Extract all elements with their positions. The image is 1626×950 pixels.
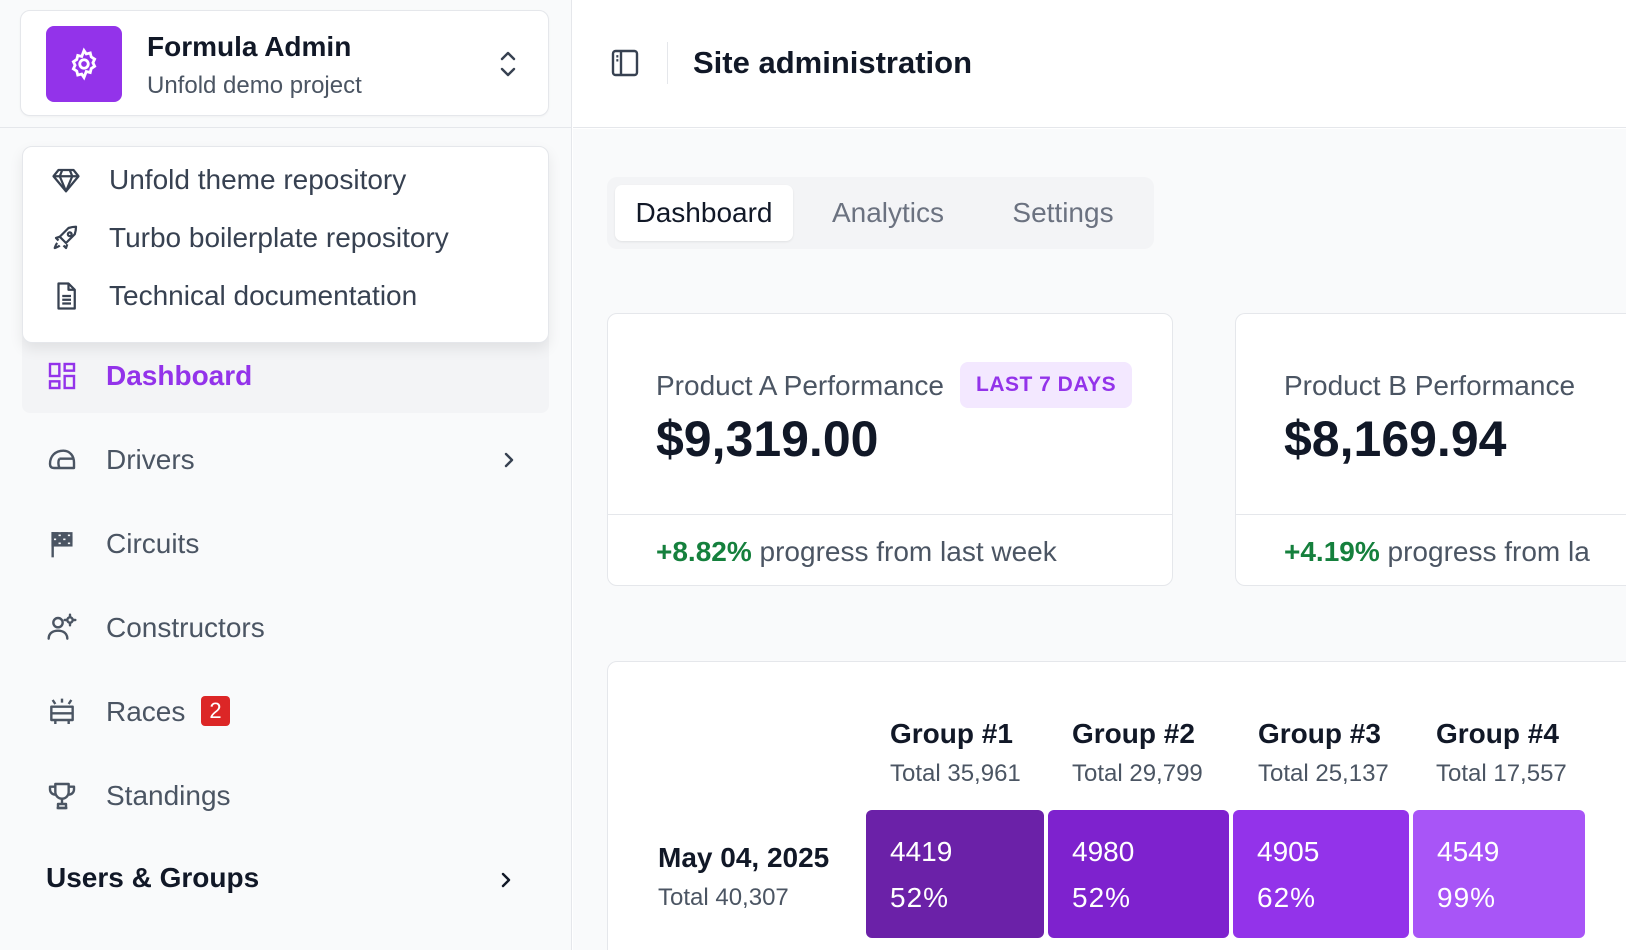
- cohort-cell: 4419 52%: [866, 810, 1044, 938]
- menu-item-label: Turbo boilerplate repository: [109, 222, 449, 253]
- project-dropdown-menu: Unfold theme repository Turbo boilerplat…: [22, 146, 549, 343]
- top-header: Site administration: [573, 0, 1626, 128]
- dashboard-icon: [48, 362, 76, 390]
- card-value: $8,169.94: [1284, 411, 1507, 467]
- change-value: +4.19%: [1284, 536, 1380, 567]
- cell-value: 4549: [1437, 836, 1500, 867]
- sidebar-item-label: Circuits: [106, 528, 200, 559]
- cohort-table: Group #1 Total 35,961 Group #2 Total 29,…: [607, 661, 1626, 950]
- group-total: Total 29,799: [1072, 760, 1203, 787]
- chevron-right-icon[interactable]: [496, 870, 516, 890]
- change-text: progress from la: [1387, 536, 1590, 567]
- group-header: Group #1 Total 35,961: [890, 718, 1021, 788]
- sidebar-item-label: Races 2: [106, 696, 230, 729]
- group-title: Group #2: [1072, 718, 1195, 749]
- cell-value: 4905: [1257, 836, 1320, 867]
- menu-item-label: Technical documentation: [109, 280, 418, 311]
- card-label: Product A Performance: [656, 370, 944, 401]
- sidebar-item-text: Races: [106, 695, 186, 727]
- document-icon: [57, 282, 76, 310]
- sidebar-item-drivers[interactable]: Drivers: [22, 430, 549, 490]
- menu-item-label: Unfold theme repository: [109, 164, 407, 195]
- flag-icon: [51, 532, 73, 558]
- group-total: Total 17,557: [1436, 760, 1567, 787]
- trophy-icon: [48, 782, 76, 810]
- period-badge: LAST 7 DAYS: [960, 362, 1133, 408]
- chevron-right-icon: [504, 452, 514, 468]
- tab-bar: Dashboard Analytics Settings: [607, 177, 1154, 249]
- change-value: +8.82%: [656, 536, 752, 567]
- race-icon: [50, 698, 74, 724]
- header-divider: [667, 42, 668, 84]
- project-subtitle: Unfold demo project: [147, 72, 362, 99]
- sidebar-item-circuits[interactable]: Circuits: [22, 514, 549, 574]
- cohort-cell: 4549 99%: [1413, 810, 1585, 938]
- page-title: Site administration: [693, 45, 973, 80]
- rocket-icon: [53, 225, 78, 250]
- cell-value: 4980: [1072, 836, 1135, 867]
- cell-percent: 52%: [1072, 882, 1132, 913]
- project-title: Formula Admin: [147, 31, 352, 62]
- group-header: Group #2 Total 29,799: [1072, 718, 1203, 788]
- menu-item-turbo-boilerplate[interactable]: Turbo boilerplate repository: [23, 213, 548, 263]
- menu-item-technical-docs[interactable]: Technical documentation: [23, 271, 548, 321]
- sidebar-group-users-groups[interactable]: Users & Groups: [46, 862, 260, 893]
- tab-analytics[interactable]: Analytics: [831, 197, 945, 228]
- row-date: May 04, 2025: [658, 842, 830, 873]
- row-label: May 04, 2025 Total 40,307: [658, 842, 829, 912]
- gear-icon: [46, 26, 122, 102]
- change-text: progress from last week: [759, 536, 1057, 567]
- sidebar-item-label: Dashboard: [106, 360, 253, 391]
- tab-dashboard[interactable]: Dashboard: [615, 185, 793, 241]
- cell-percent: 52%: [890, 882, 950, 913]
- group-title: Group #1: [890, 718, 1013, 749]
- nav-active-highlight: [22, 330, 549, 413]
- group-title: Group #3: [1258, 718, 1381, 749]
- cell-value: 4419: [890, 836, 953, 867]
- card-divider: [608, 514, 1172, 515]
- sidebar-item-label: Standings: [106, 780, 231, 811]
- card-label: Product B Performance: [1284, 370, 1576, 401]
- group-header: Group #4 Total 17,557: [1436, 718, 1567, 788]
- helmet-icon: [48, 449, 76, 470]
- group-header: Group #3 Total 25,137: [1258, 718, 1389, 788]
- team-icon: [47, 613, 77, 640]
- card-value: $9,319.00: [656, 411, 879, 467]
- project-switcher[interactable]: Formula Admin Unfold demo project: [20, 10, 549, 116]
- sidebar-item-label: Drivers: [106, 444, 195, 475]
- sidebar-item-label: Constructors: [106, 612, 265, 643]
- sidebar: Formula Admin Unfold demo project Unfold…: [0, 0, 572, 950]
- sidebar-item-standings[interactable]: Standings: [22, 766, 549, 826]
- product-b-card: Product B Performance $8,169.94 +4.19% p…: [1235, 313, 1626, 586]
- group-total: Total 25,137: [1258, 760, 1389, 787]
- card-divider: [1236, 514, 1626, 515]
- sidebar-item-races[interactable]: Races 2: [22, 682, 549, 742]
- menu-item-unfold-theme[interactable]: Unfold theme repository: [23, 155, 548, 205]
- sidebar-item-dashboard[interactable]: Dashboard: [22, 346, 549, 406]
- diamond-icon: [52, 168, 80, 193]
- group-title: Group #4: [1436, 718, 1559, 749]
- sidebar-item-constructors[interactable]: Constructors: [22, 598, 549, 658]
- sidebar-toggle-icon[interactable]: [609, 47, 641, 79]
- cohort-cell: 4905 62%: [1233, 810, 1409, 938]
- card-footer: +8.82% progress from last week: [656, 536, 1057, 568]
- main-content: Dashboard Analytics Settings Product A P…: [573, 129, 1626, 950]
- product-a-card: Product A Performance LAST 7 DAYS $9,319…: [607, 313, 1173, 586]
- cohort-cell: 4980 52%: [1048, 810, 1229, 938]
- sidebar-divider: [0, 127, 572, 128]
- chevron-updown-icon: [500, 51, 516, 77]
- card-footer: +4.19% progress from la: [1284, 536, 1590, 568]
- cell-percent: 62%: [1257, 882, 1317, 913]
- row-total: Total 40,307: [658, 884, 789, 911]
- tab-settings[interactable]: Settings: [1012, 197, 1114, 228]
- group-total: Total 35,961: [890, 760, 1021, 787]
- cell-percent: 99%: [1437, 882, 1497, 913]
- races-count-badge: 2: [201, 696, 230, 727]
